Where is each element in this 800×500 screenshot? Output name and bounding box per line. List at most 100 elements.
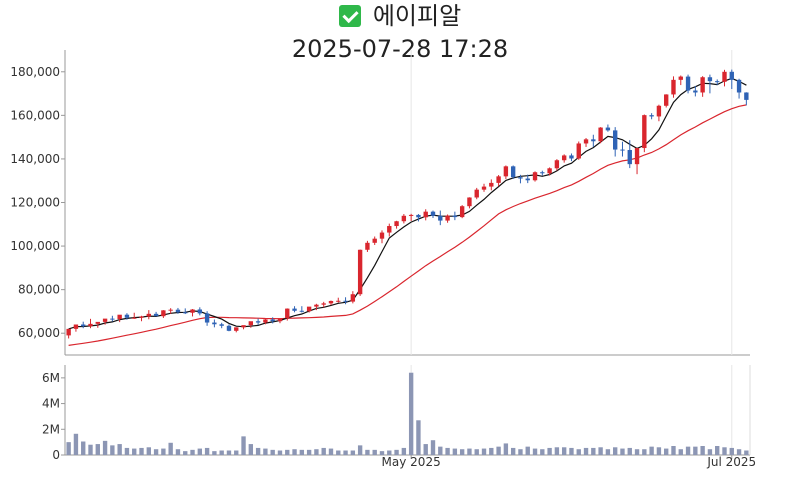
candle-body	[678, 76, 683, 80]
volume-bar	[343, 450, 348, 455]
candle-body	[387, 226, 392, 233]
volume-bar	[489, 447, 494, 455]
volume-bar	[299, 449, 305, 455]
candle-body	[664, 94, 669, 106]
volume-bar	[627, 447, 632, 455]
candle-body	[328, 300, 334, 304]
candle-body	[438, 215, 443, 221]
candle-body	[518, 177, 523, 179]
candle-body	[379, 232, 385, 239]
candle-body	[153, 313, 159, 317]
candle-body	[525, 178, 530, 181]
volume-bar	[423, 444, 428, 455]
volume-bar	[226, 450, 232, 455]
volume-bar	[503, 443, 509, 455]
candle-body	[183, 312, 188, 314]
volume-bar	[66, 442, 71, 455]
volume-bar	[255, 447, 261, 455]
volume-bar	[365, 449, 370, 455]
candle-body	[649, 115, 654, 117]
candle-body	[102, 318, 108, 322]
volume-bar	[532, 448, 538, 455]
candle-body	[234, 327, 239, 331]
volume-bar	[219, 450, 224, 455]
price-y-tick-label: 120,000	[10, 196, 60, 210]
candle-body	[241, 325, 246, 328]
candle-body	[736, 79, 742, 93]
volume-bar	[634, 449, 640, 455]
volume-bar	[124, 447, 130, 455]
candle-body	[146, 313, 151, 317]
check-mark-icon	[338, 5, 361, 27]
candle-body	[292, 308, 297, 311]
candle-body	[190, 309, 195, 313]
volume-bar	[306, 449, 312, 455]
volume-bar	[430, 440, 436, 455]
volume-bar	[401, 447, 407, 455]
volume-bar	[459, 449, 465, 455]
candle-body	[277, 318, 283, 322]
volume-bar	[357, 445, 363, 455]
volume-bar	[336, 450, 341, 455]
volume-bar	[387, 450, 392, 455]
candle-body	[343, 300, 348, 302]
volume-bar	[394, 449, 399, 455]
candle-body	[372, 238, 377, 243]
volume-bar	[139, 447, 144, 455]
short-moving-average-line	[68, 77, 747, 330]
candle-body	[613, 130, 618, 150]
candle-body	[423, 211, 428, 218]
candle-body	[627, 149, 632, 165]
volume-bar	[153, 449, 159, 455]
candle-body	[321, 303, 326, 305]
candle-body	[707, 77, 713, 82]
candle-body	[270, 319, 275, 322]
volume-bar	[292, 449, 297, 455]
candle-body	[73, 324, 79, 329]
volume-bar	[212, 451, 217, 455]
volume-bar	[452, 448, 458, 455]
candle-body	[416, 214, 421, 218]
volume-bar	[102, 440, 108, 455]
volume-y-tick-label: 2M	[42, 422, 60, 436]
volume-bar	[474, 449, 479, 455]
volume-bar	[73, 433, 79, 455]
volume-bar	[285, 449, 290, 455]
volume-bar	[481, 448, 487, 455]
volume-bar	[88, 444, 93, 455]
volume-bar	[707, 449, 713, 455]
candle-body	[226, 325, 232, 331]
candle-body	[598, 127, 603, 142]
candle-body	[314, 304, 319, 307]
candle-body	[350, 294, 356, 302]
candle-body	[168, 309, 173, 311]
volume-bar	[554, 447, 560, 455]
volume-bar	[117, 444, 122, 455]
candle-body	[117, 314, 122, 320]
volume-bar	[693, 446, 698, 455]
candle-body	[95, 321, 100, 324]
volume-bar	[445, 447, 450, 455]
volume-bar	[234, 450, 239, 455]
volume-bar	[547, 447, 552, 455]
candle-body	[212, 322, 217, 325]
candle-body	[540, 172, 545, 174]
volume-bar	[620, 448, 625, 455]
candle-body	[474, 189, 479, 198]
candle-body	[489, 182, 494, 187]
candle-body	[547, 168, 552, 174]
candle-body	[583, 139, 589, 144]
candle-body	[510, 166, 516, 178]
candle-body	[336, 300, 341, 302]
candle-body	[459, 206, 465, 218]
volume-bar	[204, 447, 210, 455]
candle-body	[255, 321, 261, 323]
candle-body	[496, 176, 501, 183]
volume-bar	[132, 448, 137, 455]
volume-bar	[598, 447, 603, 455]
volume-panel: 0 2M 4M 6M May 2025 Jul 2025	[42, 365, 756, 469]
price-y-tick-label: 100,000	[10, 239, 60, 253]
candle-body	[642, 115, 647, 149]
volume-bar	[664, 448, 669, 455]
